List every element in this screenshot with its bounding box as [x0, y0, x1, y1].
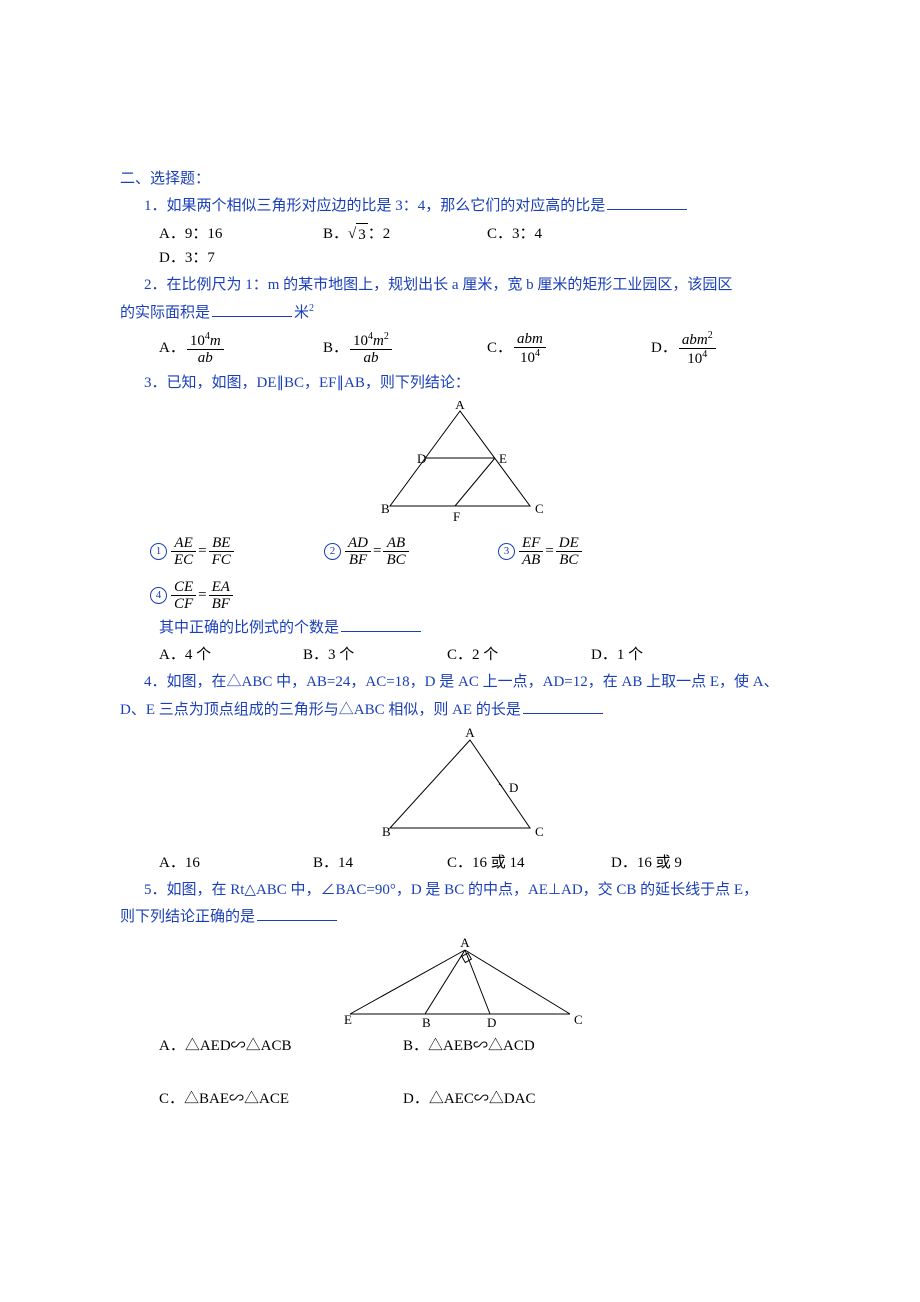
q2-opt-a: A． 104m ab [159, 330, 279, 368]
q4-blank [523, 713, 603, 714]
q2-b-frac: 104m2 ab [350, 331, 392, 367]
q4-line2: D、E 三点为顶点组成的三角形与△ABC 相似，则 AE 的长是 [120, 699, 800, 722]
q2-line1: 2．在比例尺为 1：m 的某市地图上，规划出长 a 厘米，宽 b 厘米的矩形工业… [120, 274, 800, 297]
q4-opt-c: C．16 或 14 [447, 852, 557, 875]
q1-opt-b-label: B． [323, 223, 348, 246]
q5-opt-d: D．△AEC∽△DAC [403, 1088, 563, 1111]
triangle-de-ef-icon: A D E B F C [355, 401, 565, 531]
q3-answer-options: A．4 个 B．3 个 C．2 个 D．1 个 [120, 644, 800, 667]
q2-d-num: abm2 [679, 330, 716, 350]
q2-a-num: 104m [187, 331, 224, 351]
q2-opt-d: D． abm2 104 [651, 330, 771, 368]
q2-d-frac: abm2 104 [679, 330, 716, 368]
svg-text:C: C [574, 1012, 583, 1027]
svg-text:D: D [417, 451, 426, 466]
q4-options: A．16 B．14 C．16 或 14 D．16 或 9 [120, 852, 800, 875]
label-c: C． [487, 337, 512, 360]
svg-text:C: C [535, 501, 544, 516]
q5-opt-b: B．△AEB∽△ACD [403, 1035, 563, 1058]
q2-unit: 米 [294, 305, 309, 321]
q3-figure: A D E B F C [120, 401, 800, 531]
q1-blank [607, 209, 687, 210]
q3-sub-text: 其中正确的比例式的个数是 [159, 620, 339, 636]
q1-options: A．9：16 B． √3 ：2 C．3：4 D．3：7 [120, 223, 800, 271]
circle-2-icon: 2 [324, 543, 341, 560]
q3-sub: 其中正确的比例式的个数是 [120, 617, 800, 640]
q4-line1: 4．如图，在△ABC 中，AB=24，AC=18，D 是 AC 上一点，AD=1… [120, 671, 800, 694]
q5-line1: 5．如图，在 Rt△ABC 中，∠BAC=90°，D 是 BC 的中点，AE⊥A… [120, 879, 800, 902]
q2-line2: 的实际面积是 米2 [120, 301, 800, 325]
q2-blank [212, 316, 292, 317]
q1-opt-d: D．3：7 [159, 247, 309, 270]
label-b: B． [323, 337, 348, 360]
q2-a-den: ab [187, 350, 224, 367]
q1-stem: 1．如果两个相似三角形对应边的比是 3：4，那么它们的对应高的比是 [144, 198, 605, 214]
q2-c-frac: abm 104 [514, 331, 546, 367]
q3-ratio-3: 3 EFAB = DEBC [498, 535, 618, 569]
document-page: 二、选择题： 1．如果两个相似三角形对应边的比是 3：4，那么它们的对应高的比是… [0, 0, 920, 1302]
svg-text:D: D [487, 1015, 496, 1030]
q4-figure: A B C D [120, 728, 800, 848]
svg-text:A: A [460, 936, 470, 950]
q3-ratio-2: 2 ADBF = ABBC [324, 535, 444, 569]
q1-opt-b: B． √3 ：2 [323, 223, 473, 247]
svg-text:D: D [509, 780, 518, 795]
q1-opt-b-rad: 3 [356, 223, 368, 247]
q4-line2-text: D、E 三点为顶点组成的三角形与△ABC 相似，则 AE 的长是 [120, 702, 521, 718]
svg-text:B: B [381, 501, 390, 516]
q2-c-num: abm [514, 331, 546, 349]
q2-opt-c: C． abm 104 [487, 330, 607, 368]
q3-ratio-options: 1 AEEC = BEFC 2 ADBF = ABBC 3 EFAB = DEB… [120, 535, 800, 613]
q5-opt-a: A．△AED∽△ACB [159, 1035, 319, 1058]
q3-blank [341, 631, 421, 632]
triangle-rt-icon: A E B D C [330, 936, 590, 1031]
q2-unit-exp: 2 [309, 303, 314, 314]
q3-ratio-4: 4 CECF = EABF [150, 579, 270, 613]
svg-text:E: E [499, 451, 507, 466]
label-a: A． [159, 337, 185, 360]
q2-line2-text: 的实际面积是 [120, 305, 210, 321]
q2-a-frac: 104m ab [187, 331, 224, 367]
q2-d-den: 104 [679, 349, 716, 368]
svg-text:B: B [422, 1015, 431, 1030]
svg-text:A: A [465, 728, 475, 740]
q2-options: A． 104m ab B． 104m2 ab C． abm 104 D． abm… [120, 330, 800, 368]
svg-text:B: B [382, 824, 391, 839]
q2-b-den: ab [350, 350, 392, 367]
q5-line2-text: 则下列结论正确的是 [120, 909, 255, 925]
q5-blank [257, 920, 337, 921]
q3-ans-b: B．3 个 [303, 644, 383, 667]
q4-opt-a: A．16 [159, 852, 259, 875]
q3-text: 3．已知，如图，DE∥BC，EF∥AB，则下列结论： [120, 372, 800, 395]
q2-c-den: 104 [514, 348, 546, 367]
q3-ratio-1: 1 AEEC = BEFC [150, 535, 270, 569]
q2-opt-b: B． 104m2 ab [323, 330, 443, 368]
circle-1-icon: 1 [150, 543, 167, 560]
svg-text:E: E [344, 1012, 352, 1027]
triangle-abc-d-icon: A B C D [360, 728, 560, 848]
q5-opt-c: C．△BAE∽△ACE [159, 1088, 319, 1111]
q1-opt-a: A．9：16 [159, 223, 309, 247]
label-d: D． [651, 337, 677, 360]
q2-b-num: 104m2 [350, 331, 392, 351]
q5-options: A．△AED∽△ACB B．△AEB∽△ACD C．△BAE∽△ACE D．△A… [120, 1035, 800, 1112]
q4-opt-b: B．14 [313, 852, 393, 875]
sqrt-icon: √3 [348, 223, 368, 247]
q3-ans-d: D．1 个 [591, 644, 671, 667]
q4-opt-d: D．16 或 9 [611, 852, 721, 875]
q1-text: 1．如果两个相似三角形对应边的比是 3：4，那么它们的对应高的比是 [120, 195, 800, 218]
q3-ans-c: C．2 个 [447, 644, 527, 667]
svg-text:F: F [453, 509, 460, 524]
q3-ans-a: A．4 个 [159, 644, 239, 667]
svg-text:A: A [455, 401, 465, 412]
q5-line2: 则下列结论正确的是 [120, 906, 800, 929]
q5-figure: A E B D C [120, 936, 800, 1031]
circle-4-icon: 4 [150, 587, 167, 604]
q1-opt-b-tail: ：2 [368, 223, 391, 246]
circle-3-icon: 3 [498, 543, 515, 560]
section-title: 二、选择题： [120, 168, 800, 191]
svg-text:C: C [535, 824, 544, 839]
q1-opt-c: C．3：4 [487, 223, 637, 247]
